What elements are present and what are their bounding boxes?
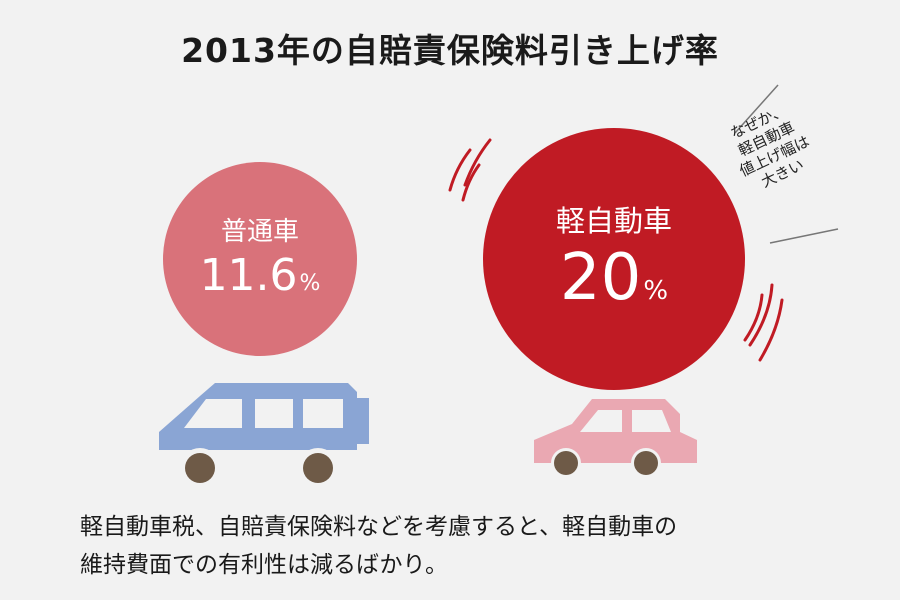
standard-car-rate-unit: % xyxy=(299,271,321,297)
kei-car-rate: 20% xyxy=(560,243,668,313)
chart-title: 2013年の自賠責保険料引き上げ率 xyxy=(181,31,719,70)
kei-car-rate-value: 20 xyxy=(559,241,642,316)
description: 軽自動車税、自賠責保険料などを考慮すると、軽自動車の 維持費面での有利性は減るば… xyxy=(80,508,860,584)
description-line: 維持費面での有利性は減るばかり。 xyxy=(80,552,448,578)
standard-car-icon xyxy=(159,383,369,488)
kei-car-rate-circle: 軽自動車 20% xyxy=(483,128,745,390)
kei-car-icon xyxy=(534,399,697,478)
callout-line-bottom xyxy=(769,228,839,244)
kei-car-rate-unit: % xyxy=(643,276,669,307)
standard-car-rate-circle: 普通車 11.6% xyxy=(163,162,357,356)
description-line: 軽自動車税、自賠責保険料などを考慮すると、軽自動車の xyxy=(80,514,678,540)
standard-car-label: 普通車 xyxy=(220,217,299,248)
standard-car-rate-value: 11.6 xyxy=(199,250,298,302)
callout-line-top xyxy=(734,84,779,134)
standard-car-rate: 11.6% xyxy=(200,252,321,300)
motion-lines-right xyxy=(743,283,784,362)
kei-car-label: 軽自動車 xyxy=(555,204,672,239)
motion-lines-left xyxy=(448,138,492,202)
